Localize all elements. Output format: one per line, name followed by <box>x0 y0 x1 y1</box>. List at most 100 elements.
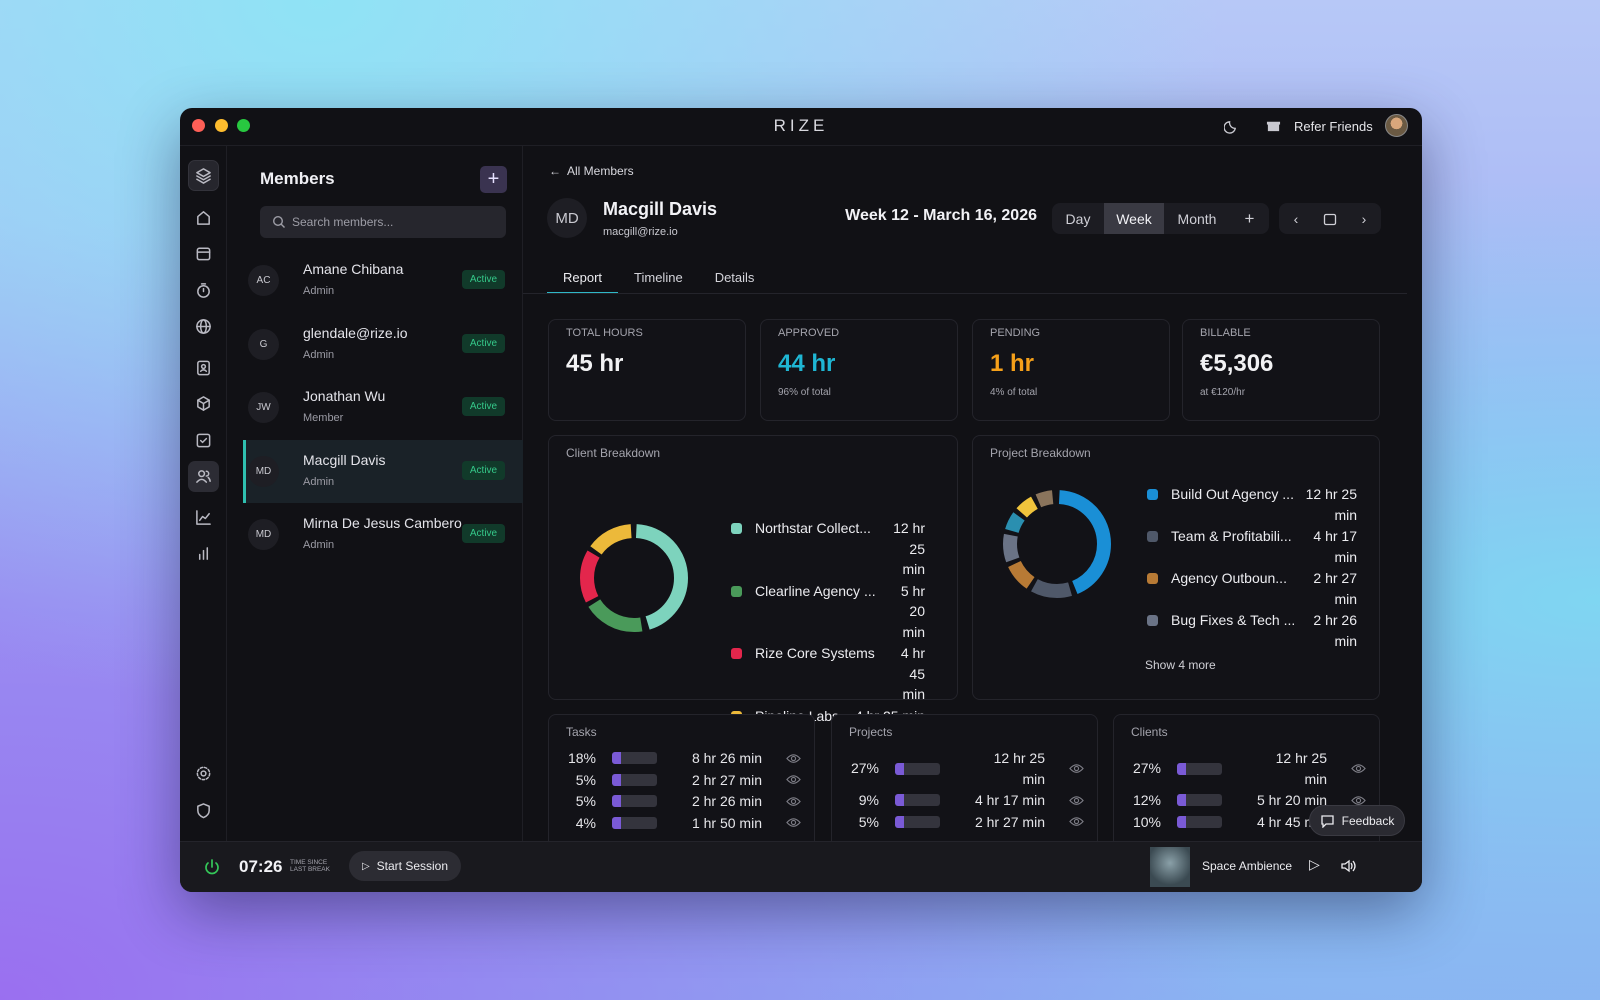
back-label: All Members <box>567 164 634 178</box>
calendar-button[interactable] <box>1313 203 1347 234</box>
icon-shape <box>197 211 210 225</box>
layers-icon <box>196 168 211 184</box>
profile-avatar: MD <box>547 198 587 238</box>
home-nav[interactable] <box>188 202 219 233</box>
theme-toggle[interactable] <box>1224 119 1239 134</box>
stat-label: APPROVED <box>778 327 840 339</box>
legend-swatch <box>731 585 742 597</box>
minimize-button[interactable] <box>215 119 228 132</box>
play-button[interactable]: ▷ <box>1309 856 1320 872</box>
volume-button[interactable] <box>1340 859 1356 873</box>
legend-item[interactable]: Agency Outboun... 2 hr 27 min <box>1147 568 1357 609</box>
row-share: 5% <box>858 813 879 830</box>
card-title: Client Breakdown <box>566 446 661 460</box>
add-member-button[interactable]: + <box>480 166 507 193</box>
member-avatar: AC <box>248 265 279 296</box>
contacts-nav[interactable] <box>188 352 219 383</box>
visibility-toggle[interactable] <box>786 751 801 766</box>
share-bar <box>895 815 940 828</box>
row-share: 27% <box>1132 760 1161 777</box>
projects-card: Projects 27% 12 hr 25 min 9% 4 hr 17 min 5% 2 … <box>831 714 1098 841</box>
list-row: 27% 12 hr 25 min <box>832 748 1099 789</box>
refer-friends[interactable]: Refer Friends <box>1294 119 1373 134</box>
user-avatar[interactable] <box>1385 114 1408 137</box>
next-button[interactable]: › <box>1361 210 1367 227</box>
member-row[interactable]: AC Amane Chibana Admin Active <box>243 249 523 312</box>
members-nav[interactable] <box>188 461 219 492</box>
visibility-toggle[interactable] <box>786 794 801 809</box>
row-time: 12 hr 25 min <box>993 750 1045 787</box>
member-avatar: JW <box>248 392 279 423</box>
visibility-toggle[interactable] <box>786 815 801 830</box>
legend-item[interactable]: Team & Profitabili... 4 hr 17 min <box>1147 526 1357 567</box>
visibility-toggle[interactable] <box>1069 814 1084 829</box>
power-icon[interactable] <box>203 858 221 876</box>
range-option[interactable]: Week <box>1104 203 1164 234</box>
previous-button[interactable]: ‹ <box>1293 210 1299 227</box>
member-row[interactable]: MD Macgill Davis Admin Active <box>243 439 523 503</box>
row-share: 9% <box>858 792 879 808</box>
member-row[interactable]: MD Mirna De Jesus Cambero Admin Active <box>243 503 523 566</box>
tab[interactable]: Report <box>547 262 619 294</box>
list-row: 4% 1 hr 50 min <box>549 813 816 834</box>
share-bar <box>612 816 657 829</box>
globe-nav[interactable] <box>188 311 219 342</box>
donut-segment <box>580 524 688 632</box>
stat-note: 96% of total <box>778 387 831 398</box>
tab[interactable]: Timeline <box>634 270 683 285</box>
row-share: 10% <box>1132 813 1161 830</box>
legend-item[interactable]: Bug Fixes & Tech ... 2 hr 26 min <box>1147 610 1357 651</box>
legend-name: Team & Profitabili... <box>1171 528 1292 544</box>
legend-time: 2 hr 26 min <box>1313 612 1357 649</box>
visibility-toggle[interactable] <box>1351 761 1366 776</box>
feedback-button[interactable]: Feedback <box>1309 805 1405 836</box>
back-link[interactable]: ← All Members <box>549 164 634 178</box>
visibility-toggle[interactable] <box>1069 793 1084 808</box>
gift-icon <box>1266 121 1281 132</box>
legend-item[interactable]: Northstar Collect... 12 hr 25 min <box>731 518 925 580</box>
show-more[interactable]: Show 4 more <box>1145 658 1216 672</box>
icon-shape <box>200 770 207 777</box>
icon-shape <box>197 803 210 819</box>
list-row: 5% 2 hr 27 min <box>549 770 816 791</box>
row-share: 12% <box>1132 792 1161 808</box>
content: Members + Search members... AC Amane Chib… <box>180 146 1422 841</box>
member-name: Mirna De Jesus Cambero <box>303 515 462 531</box>
trends-nav[interactable] <box>188 502 219 533</box>
stat-card: PENDING 1 hr 4% of total <box>972 319 1170 421</box>
bubble-shape <box>1320 814 1334 828</box>
share-bar-fill <box>1177 815 1186 828</box>
search-box[interactable]: Search members... <box>260 206 506 238</box>
settings-nav[interactable] <box>188 758 219 789</box>
visibility-toggle[interactable] <box>1351 793 1366 808</box>
close-button[interactable] <box>192 119 205 132</box>
visibility-toggle[interactable] <box>1069 761 1084 776</box>
feedback-icon <box>1320 814 1334 828</box>
icon-shape <box>196 178 211 184</box>
range-option[interactable]: Day <box>1065 210 1091 227</box>
add-range-button[interactable]: + <box>1244 208 1255 228</box>
zoom-button[interactable] <box>237 119 250 132</box>
shield-nav[interactable] <box>188 795 219 826</box>
member-row[interactable]: JW Jonathan Wu Member Active <box>243 376 523 439</box>
tab-bar: Report Timeline Details <box>547 262 770 294</box>
app-title: RIZE <box>773 116 829 135</box>
legend-item[interactable]: Build Out Agency ... 12 hr 25 min <box>1147 484 1357 525</box>
bars-nav[interactable] <box>188 538 219 569</box>
list-row: 18% 8 hr 26 min <box>549 748 816 769</box>
share-bar-fill <box>612 816 621 829</box>
timer-nav[interactable] <box>188 275 219 306</box>
icon-shape <box>205 470 211 482</box>
legend-item[interactable]: Clearline Agency ... 5 hr 20 min <box>731 581 925 643</box>
legend-item[interactable]: Rize Core Systems 4 hr 45 min <box>731 643 925 705</box>
tasks-nav[interactable] <box>188 425 219 456</box>
calendar-nav[interactable] <box>188 238 219 269</box>
icon-shape <box>196 433 211 448</box>
start-session-button[interactable]: ▷ Start Session <box>349 851 461 881</box>
layers-nav[interactable] <box>188 160 219 191</box>
range-option[interactable]: Month <box>1177 210 1217 227</box>
tab[interactable]: Details <box>714 270 755 285</box>
box-nav[interactable] <box>188 388 219 419</box>
visibility-toggle[interactable] <box>786 772 801 787</box>
